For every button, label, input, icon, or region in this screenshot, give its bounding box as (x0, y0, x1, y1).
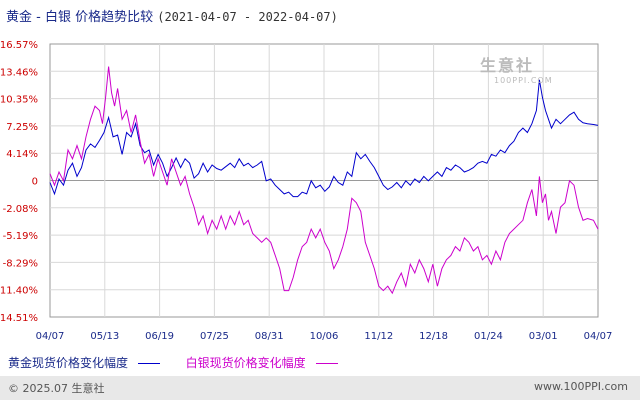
x-tick-label: 03/01 (529, 331, 558, 342)
x-tick-label: 04/07 (36, 331, 65, 342)
date-range: (2021-04-07 - 2022-04-07) (157, 10, 338, 24)
series-line-gold (49, 79, 599, 198)
x-tick-label: 06/19 (145, 331, 174, 342)
x-tick-label: 05/13 (90, 331, 119, 342)
y-tick-label: -11.40% (0, 286, 38, 297)
legend-swatch-silver (315, 363, 338, 364)
copyright-text: © 2025.07 生意社 (8, 382, 105, 395)
footer-bar: © 2025.07 生意社 www.100PPI.com (0, 376, 640, 400)
y-tick-label: -2.08% (3, 204, 38, 215)
y-tick-label: -5.19% (3, 231, 38, 242)
legend-swatch-gold (137, 363, 160, 364)
series-line-silver (49, 66, 599, 295)
y-tick-label: 13.46% (0, 67, 38, 78)
legend-item-silver: 白银现货价格变化幅度 (186, 354, 338, 371)
x-tick-label: 04/07 (584, 331, 613, 342)
watermark-logo: 生意社 100PPI.COM (480, 52, 553, 85)
chart-legend: 黄金现货价格变化幅度 白银现货价格变化幅度 (8, 354, 360, 371)
y-tick-label: 10.35% (0, 95, 38, 106)
site-link[interactable]: www.100PPI.com (534, 380, 628, 393)
legend-label-silver: 白银现货价格变化幅度 (185, 356, 306, 370)
x-tick-label: 07/25 (200, 331, 229, 342)
chart-title: 黄金 - 白银 价格趋势比较 (2021-04-07 - 2022-04-07) (6, 6, 338, 25)
x-tick-label: 12/18 (419, 331, 448, 342)
y-tick-label: 4.14% (6, 149, 38, 160)
legend-item-gold: 黄金现货价格变化幅度 (8, 354, 160, 371)
x-tick-label: 08/31 (255, 331, 284, 342)
watermark-name: 生意社 (480, 56, 535, 75)
x-tick-label: 10/06 (310, 331, 339, 342)
legend-label-gold: 黄金现货价格变化幅度 (8, 356, 129, 370)
y-tick-label: -14.51% (0, 313, 38, 324)
watermark-url: 100PPI.COM (494, 76, 553, 85)
y-tick-label: 0 (32, 177, 38, 188)
title-text: 黄金 - 白银 价格趋势比较 (6, 10, 154, 25)
y-tick-label: -8.29% (3, 258, 38, 269)
y-tick-label: 16.57% (0, 40, 38, 51)
x-tick-label: 01/24 (474, 331, 503, 342)
x-tick-label: 11/12 (364, 331, 393, 342)
y-tick-label: 7.25% (6, 122, 38, 133)
line-chart: 16.57% 13.46% 10.35% 7.25% 4.14% 0 -2.08% -5.19… (0, 40, 613, 342)
